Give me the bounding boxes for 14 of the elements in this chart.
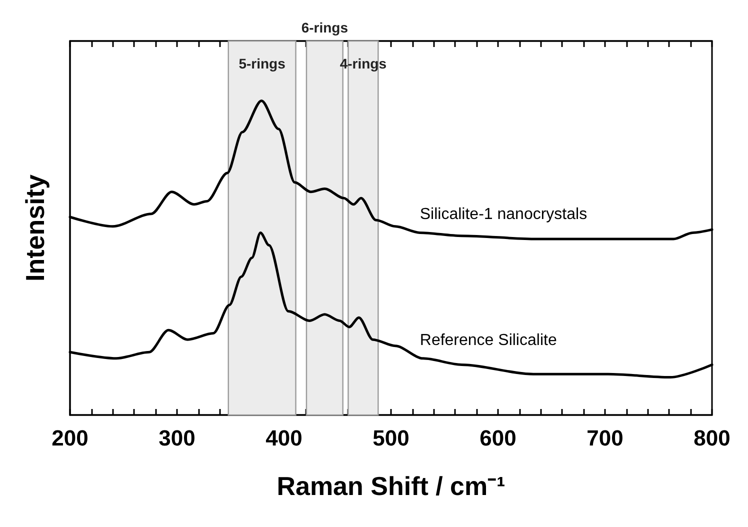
- x-tick-label: 800: [694, 426, 730, 450]
- x-tick-label: 600: [480, 426, 516, 450]
- series-label: Reference Silicalite: [420, 332, 557, 349]
- x-tick-label: 700: [586, 426, 624, 450]
- y-axis-title: Intensity: [20, 174, 50, 282]
- band-label: 4-rings: [340, 55, 387, 72]
- x-tick-label: 300: [158, 426, 196, 450]
- band-label: 6-rings: [301, 19, 348, 36]
- x-tick-label: 500: [372, 426, 410, 450]
- x-tick-label: 200: [52, 426, 88, 450]
- x-tick-label: 400: [266, 426, 302, 450]
- series-label: Silicalite-1 nanocrystals: [420, 206, 588, 224]
- x-axis-title: Raman Shift / cm⁻¹: [276, 471, 506, 501]
- band-label: 5-rings: [238, 55, 286, 72]
